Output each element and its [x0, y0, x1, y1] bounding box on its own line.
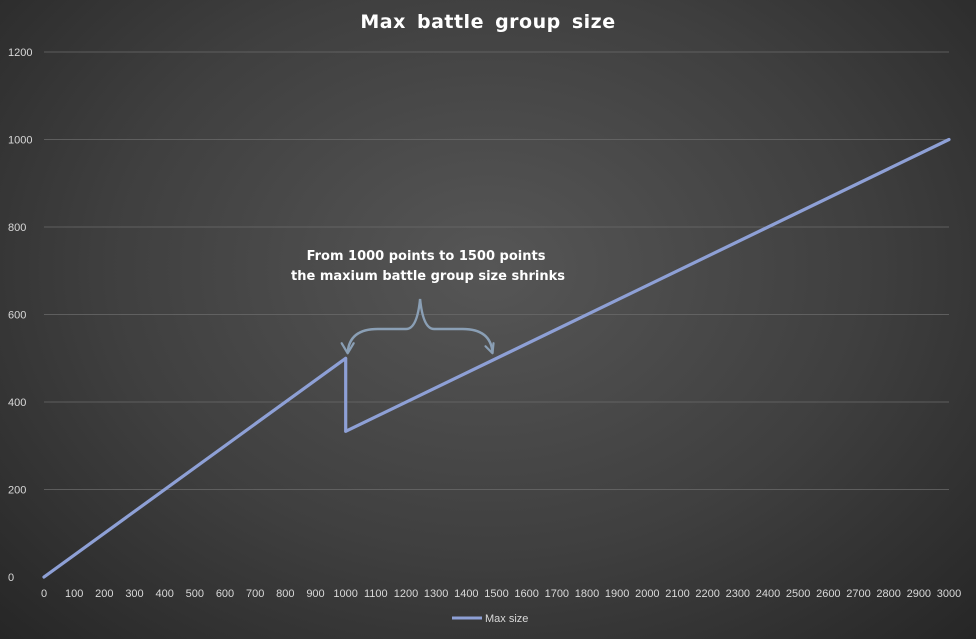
- x-tick-label-3000: 3000: [937, 588, 961, 600]
- x-tick-label-2700: 2700: [846, 588, 870, 600]
- x-tick-label-700: 700: [246, 588, 264, 600]
- data-point-3: [344, 429, 348, 433]
- x-tick-label-1500: 1500: [484, 588, 508, 600]
- x-tick-label-1700: 1700: [545, 588, 569, 600]
- gridlines: [44, 51, 949, 490]
- x-tick-label-200: 200: [95, 588, 113, 600]
- y-tick-label-600: 600: [8, 310, 26, 322]
- annotation-arrow-right: [484, 342, 495, 355]
- x-tick-label-1900: 1900: [605, 588, 629, 600]
- chart-title: Max battle group size: [360, 11, 616, 33]
- y-tick-label-800: 800: [8, 222, 26, 234]
- y-tick-label-1200: 1200: [8, 47, 32, 59]
- x-tick-label-2300: 2300: [726, 588, 750, 600]
- data-point-1: [42, 575, 46, 579]
- x-tick-label-1800: 1800: [575, 588, 599, 600]
- x-tick-label-100: 100: [65, 588, 83, 600]
- legend-label: Max size: [485, 613, 528, 625]
- x-tick-label-500: 500: [186, 588, 204, 600]
- x-tick-label-1000: 1000: [333, 588, 357, 600]
- x-tick-label-800: 800: [276, 588, 294, 600]
- y-tick-label-200: 200: [8, 485, 26, 497]
- x-tick-label-2500: 2500: [786, 588, 810, 600]
- legend: Max size: [452, 613, 528, 625]
- x-tick-label-2800: 2800: [876, 588, 900, 600]
- x-tick-label-1100: 1100: [364, 588, 388, 600]
- x-tick-label-1600: 1600: [514, 588, 538, 600]
- data-point-2: [344, 356, 348, 360]
- y-tick-label-400: 400: [8, 397, 26, 409]
- annotation-arrow-left: [340, 342, 355, 355]
- x-axis-ticks: 0 100 200 300 400 500 600 700 800 900 1000 1100 1200…: [41, 588, 961, 600]
- y-tick-label-0: 0: [8, 572, 14, 584]
- x-tick-label-2900: 2900: [907, 588, 931, 600]
- series-layer: [42, 137, 951, 579]
- annotation-line-2: the maxium battle group size shrinks: [291, 269, 565, 284]
- y-tick-label-1000: 1000: [8, 135, 32, 147]
- x-tick-label-1400: 1400: [454, 588, 478, 600]
- x-tick-label-2100: 2100: [665, 588, 689, 600]
- annotation-brace: [346, 298, 494, 354]
- x-tick-label-2600: 2600: [816, 588, 840, 600]
- x-tick-label-2400: 2400: [756, 588, 780, 600]
- annotation: From 1000 points to 1500 points the maxi…: [291, 249, 565, 355]
- x-tick-label-600: 600: [216, 588, 234, 600]
- x-tick-label-2000: 2000: [635, 588, 659, 600]
- annotation-line-1: From 1000 points to 1500 points: [307, 249, 546, 264]
- x-tick-label-1300: 1300: [424, 588, 448, 600]
- x-tick-label-400: 400: [155, 588, 173, 600]
- x-tick-label-900: 900: [306, 588, 324, 600]
- x-tick-label-2200: 2200: [695, 588, 719, 600]
- x-tick-label-0: 0: [41, 588, 47, 600]
- y-axis-ticks: 0 200 400 600 800 1000 1200: [8, 47, 32, 584]
- x-tick-label-300: 300: [125, 588, 143, 600]
- data-point-4: [947, 138, 951, 141]
- series-line-1: [42, 137, 951, 579]
- x-tick-label-1200: 1200: [394, 588, 418, 600]
